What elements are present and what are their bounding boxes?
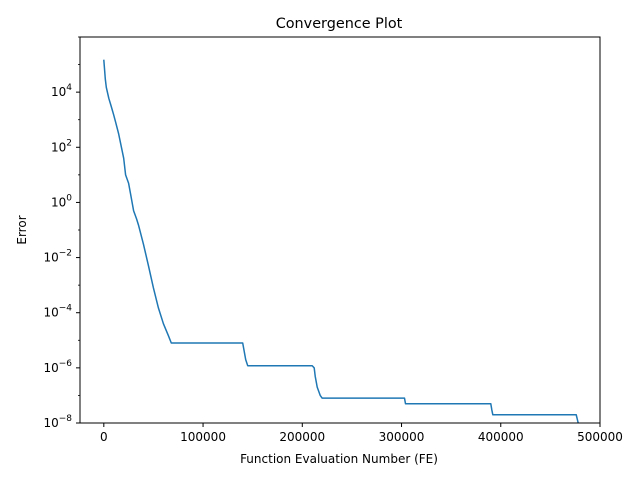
x-tick-label: 300000 — [379, 430, 425, 444]
x-tick-label: 0 — [100, 430, 108, 444]
chart-title: Convergence Plot — [276, 16, 403, 32]
plot-frame — [79, 36, 601, 424]
x-axis-ticks: 0 100000 200000 300000 400000 500000 — [100, 423, 623, 444]
x-tick-label: 100000 — [180, 430, 226, 444]
y-tick-label: 104 — [51, 83, 72, 99]
y-tick-label: 10−6 — [43, 359, 72, 375]
y-tick-label: 102 — [51, 138, 72, 154]
x-tick-label: 500000 — [577, 430, 623, 444]
plot-area — [103, 59, 579, 424]
y-tick-label: 100 — [51, 193, 72, 209]
y-tick-label: 10−4 — [43, 304, 72, 320]
y-axis-title: Error — [15, 215, 29, 244]
y-tick-label: 10−8 — [43, 414, 72, 430]
series-line — [103, 59, 579, 424]
y-axis-ticks: 104 102 100 10−2 10−4 10−6 10−8 — [43, 36, 80, 430]
x-tick-label: 200000 — [279, 430, 325, 444]
x-tick-label: 400000 — [478, 430, 524, 444]
x-axis-title: Function Evaluation Number (FE) — [240, 452, 438, 466]
y-tick-label: 10−2 — [43, 249, 72, 265]
